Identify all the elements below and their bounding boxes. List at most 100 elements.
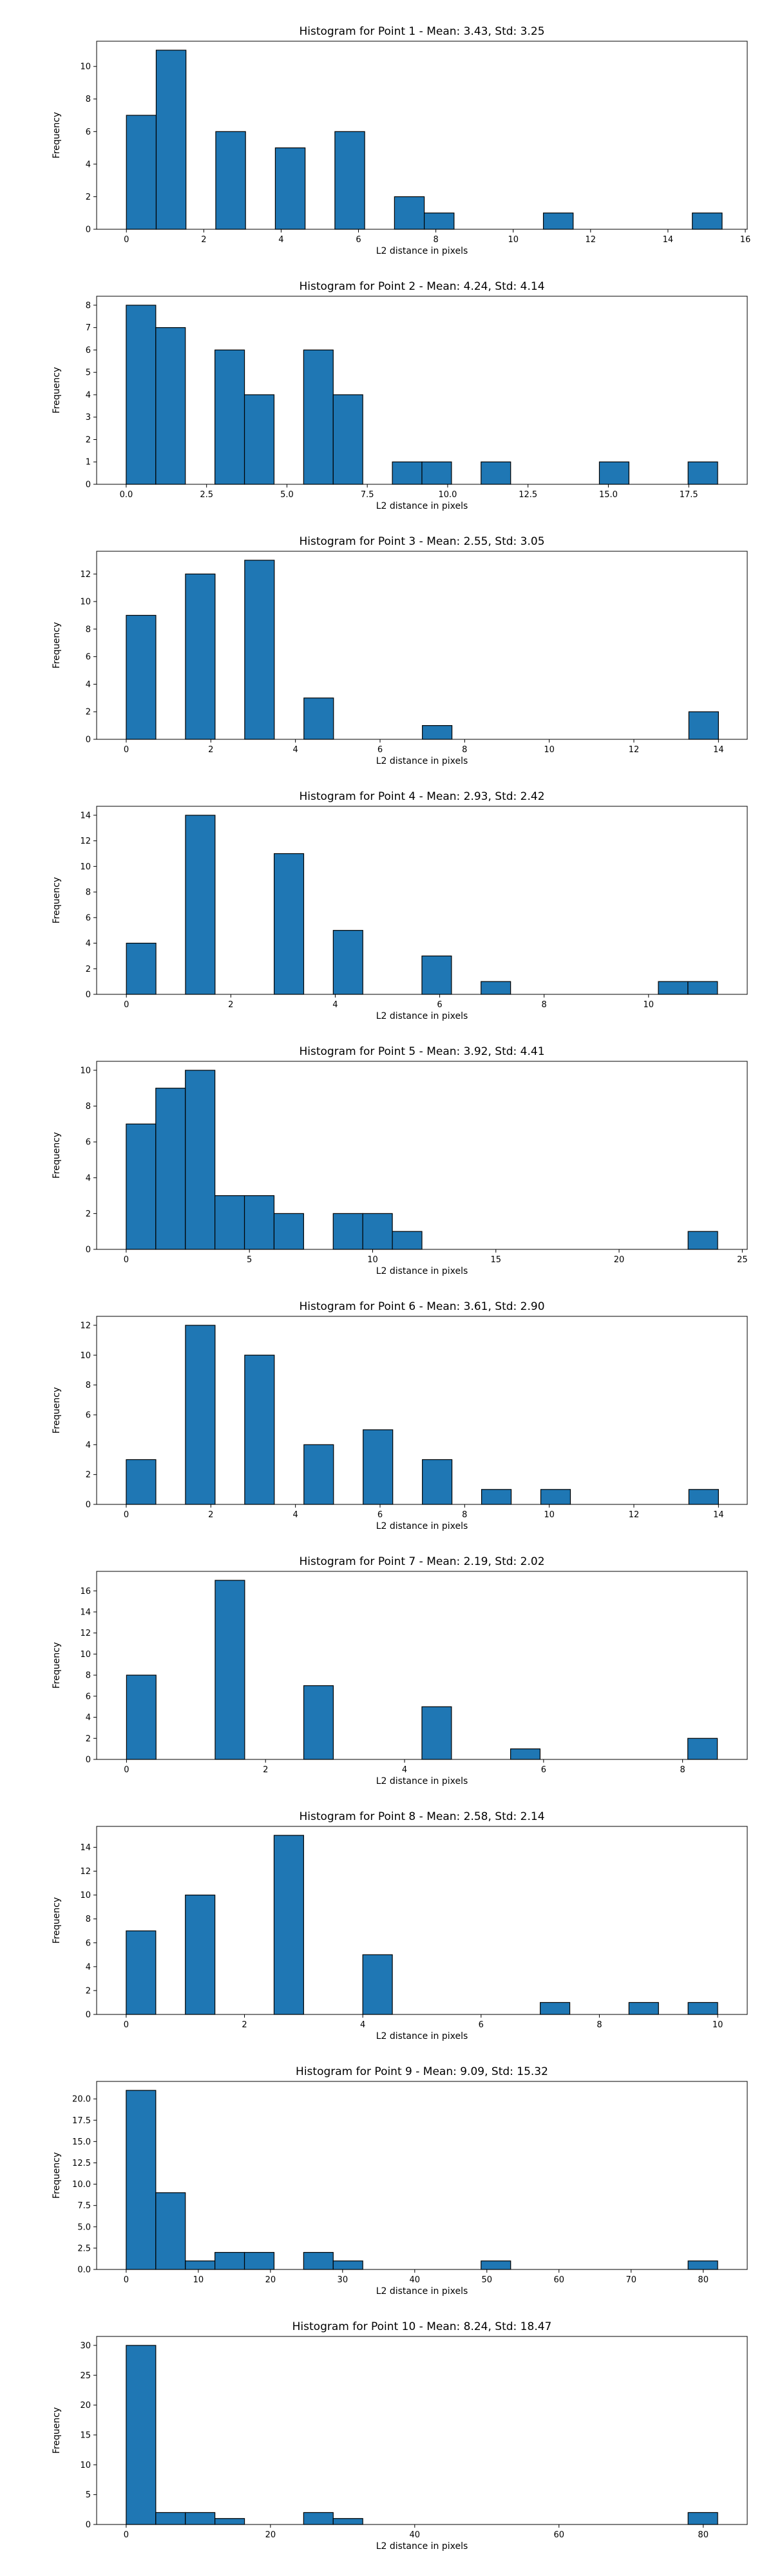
y-tick-label: 12.5 — [72, 2159, 91, 2168]
x-tick-label: 14 — [663, 235, 674, 245]
x-tick-label: 15 — [490, 1255, 501, 1265]
x-tick-label: 20 — [614, 1255, 625, 1265]
histogram-bar — [687, 461, 718, 485]
plot-frame — [96, 2336, 748, 2525]
y-tick-label: 10.0 — [72, 2180, 91, 2190]
x-tick-label: 2 — [208, 745, 213, 755]
x-axis-label: L2 distance in pixels — [376, 1521, 468, 1531]
x-tick-label: 0 — [124, 1765, 129, 1775]
y-tick-label: 8 — [86, 1381, 91, 1390]
x-axis-label: L2 distance in pixels — [376, 1776, 468, 1786]
y-tick-label: 2 — [86, 435, 91, 445]
histogram-bar — [687, 2512, 718, 2525]
histogram-panel: Histogram for Point 7 - Mean: 2.19, Std:… — [0, 1530, 773, 1786]
histogram-bar — [126, 2090, 157, 2270]
histogram-bar — [628, 2002, 659, 2015]
y-tick-label: 4 — [86, 390, 91, 400]
histogram-bar — [126, 614, 157, 740]
x-tick-label: 15.0 — [599, 490, 618, 500]
histogram-bar — [274, 147, 306, 230]
chart-title: Histogram for Point 8 - Mean: 2.58, Std:… — [299, 1810, 544, 1823]
histogram-bar — [688, 711, 719, 740]
y-tick-label: 0 — [86, 2521, 91, 2530]
y-tick-label: 5.0 — [77, 2222, 91, 2232]
y-tick-label: 2 — [86, 1986, 91, 1996]
histogram-bar — [215, 1580, 245, 1760]
y-axis-label: Frequency — [52, 2152, 62, 2199]
chart-title: Histogram for Point 5 - Mean: 3.92, Std:… — [299, 1045, 544, 1058]
histogram-bar — [421, 955, 452, 995]
histogram-bar — [126, 1674, 157, 1760]
x-tick-label: 6 — [437, 1000, 442, 1010]
histogram-bar — [481, 1489, 512, 1505]
histogram-bar — [126, 1123, 157, 1250]
x-tick-label: 0 — [124, 235, 129, 245]
y-tick-label: 8 — [86, 888, 91, 898]
histogram-bar — [421, 461, 452, 485]
y-tick-label: 6 — [86, 652, 91, 662]
chart-title: Histogram for Point 1 - Mean: 3.43, Std:… — [299, 25, 544, 38]
histogram-bar — [332, 1213, 363, 1250]
y-axis-label: Frequency — [52, 1642, 62, 1689]
histogram-bar — [424, 213, 455, 230]
y-tick-label: 3 — [86, 413, 91, 422]
x-tick-label: 0 — [124, 2275, 129, 2285]
histogram-svg: Histogram for Point 6 - Mean: 3.61, Std:… — [52, 1300, 748, 1531]
histogram-bar — [540, 1489, 571, 1505]
histogram-bar — [542, 213, 574, 230]
chart-title: Histogram for Point 9 - Mean: 9.09, Std:… — [296, 2065, 548, 2078]
plot-frame — [96, 1316, 748, 1505]
y-tick-label: 2 — [86, 965, 91, 974]
x-tick-label: 2 — [228, 1000, 233, 1010]
y-tick-label: 4 — [86, 939, 91, 949]
x-tick-label: 80 — [698, 2530, 709, 2540]
histogram-bar — [243, 1195, 275, 1250]
histogram-bar — [243, 2251, 275, 2270]
histogram-bar — [363, 1429, 394, 1505]
y-tick-label: 2 — [86, 1209, 91, 1219]
chart-title: Histogram for Point 10 - Mean: 8.24, Std… — [292, 2320, 552, 2333]
x-tick-label: 8 — [596, 2020, 602, 2030]
histogram-svg: Histogram for Point 2 - Mean: 4.24, Std:… — [52, 280, 748, 511]
histogram-bar — [481, 2260, 511, 2270]
histogram-bar — [185, 1070, 216, 1250]
x-tick-label: 25 — [737, 1255, 748, 1265]
y-tick-label: 30 — [80, 2341, 91, 2351]
y-tick-label: 4 — [86, 680, 91, 690]
x-tick-label: 10 — [193, 2275, 204, 2285]
x-tick-label: 5.0 — [280, 490, 294, 500]
x-tick-label: 6 — [541, 1765, 546, 1775]
histogram-svg: Histogram for Point 3 - Mean: 2.55, Std:… — [52, 535, 748, 766]
y-axis-label: Frequency — [52, 1132, 62, 1179]
x-tick-label: 2 — [201, 235, 206, 245]
histogram-bar — [332, 930, 363, 995]
x-tick-label: 4 — [332, 1000, 338, 1010]
y-tick-label: 14 — [80, 811, 91, 820]
histogram-bar — [215, 131, 246, 230]
x-tick-label: 60 — [553, 2530, 564, 2540]
y-axis-label: Frequency — [52, 877, 62, 923]
x-tick-label: 20 — [265, 2530, 276, 2540]
y-tick-label: 0 — [86, 480, 91, 490]
histogram-bar — [658, 981, 689, 995]
y-tick-label: 14 — [80, 1607, 91, 1617]
y-tick-label: 6 — [86, 913, 91, 923]
histogram-bar — [303, 697, 334, 740]
x-tick-label: 4 — [278, 235, 283, 245]
x-tick-label: 8 — [462, 745, 467, 755]
y-tick-label: 10 — [80, 598, 91, 607]
histogram-svg: Histogram for Point 9 - Mean: 9.09, Std:… — [52, 2065, 748, 2297]
x-tick-label: 10.0 — [438, 490, 457, 500]
histogram-bar — [332, 2260, 363, 2270]
histogram-bar — [394, 196, 425, 230]
x-tick-label: 8 — [542, 1000, 547, 1010]
histogram-bar — [392, 461, 423, 485]
y-tick-label: 0.0 — [77, 2266, 91, 2275]
y-tick-label: 12 — [80, 1629, 91, 1638]
x-tick-label: 0 — [124, 2530, 129, 2540]
histogram-bar — [510, 1748, 541, 1760]
x-tick-label: 2 — [263, 1765, 268, 1775]
y-tick-label: 7.5 — [77, 2201, 91, 2211]
y-tick-label: 4 — [86, 1173, 91, 1183]
histogram-bar — [332, 394, 363, 485]
